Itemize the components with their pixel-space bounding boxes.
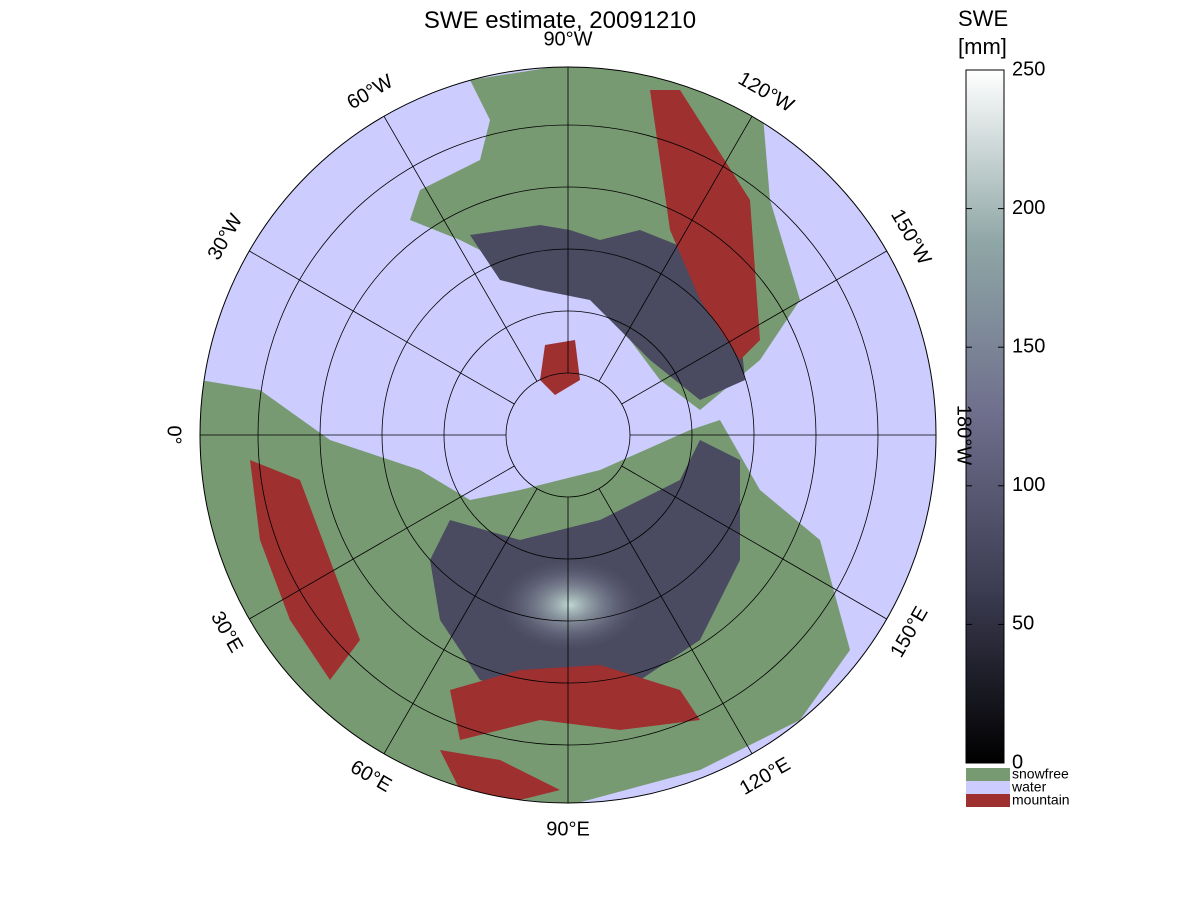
legend-label: mountain xyxy=(1012,792,1070,808)
legend-swatch xyxy=(966,781,1010,794)
legend-label: water xyxy=(1011,779,1047,795)
meridian-label: 60°E xyxy=(346,756,395,797)
colorbar-label: [mm] xyxy=(958,34,1007,59)
meridian xyxy=(249,465,515,620)
legend-swatch xyxy=(966,794,1010,807)
map-disk xyxy=(200,67,936,803)
colorbar-tick-label: 100 xyxy=(1012,474,1045,496)
meridian xyxy=(621,250,887,405)
legend-swatch xyxy=(966,768,1010,781)
colorbar xyxy=(965,69,1005,764)
meridian-label: 180°W xyxy=(953,405,975,465)
meridian xyxy=(621,465,887,620)
graticule xyxy=(200,67,936,803)
snow-america xyxy=(470,225,745,400)
colorbar-tick-label: 250 xyxy=(1012,58,1045,80)
meridian xyxy=(598,116,753,382)
meridian xyxy=(598,488,753,754)
meridian-label: 90°E xyxy=(546,818,590,840)
meridian-label: 120°E xyxy=(736,753,794,799)
central-asia-mountain xyxy=(450,665,700,740)
colorbar-tick-label: 150 xyxy=(1012,335,1045,357)
rockies xyxy=(650,90,760,360)
greenland-mountain xyxy=(540,340,580,395)
meridian-label: 0° xyxy=(163,425,185,444)
himalaya xyxy=(440,750,560,800)
meridian xyxy=(249,250,515,405)
meridian-label: 150°W xyxy=(886,206,935,269)
colorbar-label: SWE xyxy=(958,6,1008,31)
colorbar-tick-label: 0 xyxy=(1012,751,1023,773)
meridian-label: 90°W xyxy=(543,28,592,50)
meridian-label: 120°W xyxy=(734,68,797,117)
title: SWE estimate, 20091210 xyxy=(424,7,696,34)
colorbar-tick-label: 200 xyxy=(1012,197,1045,219)
meridian-label: 60°W xyxy=(343,70,397,114)
europe-mountain xyxy=(250,460,360,680)
meridian-label: 150°E xyxy=(886,603,932,661)
meridian xyxy=(383,488,538,754)
legend-label: snowfree xyxy=(1012,766,1069,782)
meridian xyxy=(383,116,538,382)
colorbar-tick-label: 50 xyxy=(1012,613,1034,635)
meridian-label: 30°W xyxy=(203,210,247,264)
map-frame xyxy=(199,66,937,804)
deep-snow xyxy=(500,560,640,650)
meridian-label: 30°E xyxy=(206,608,247,657)
